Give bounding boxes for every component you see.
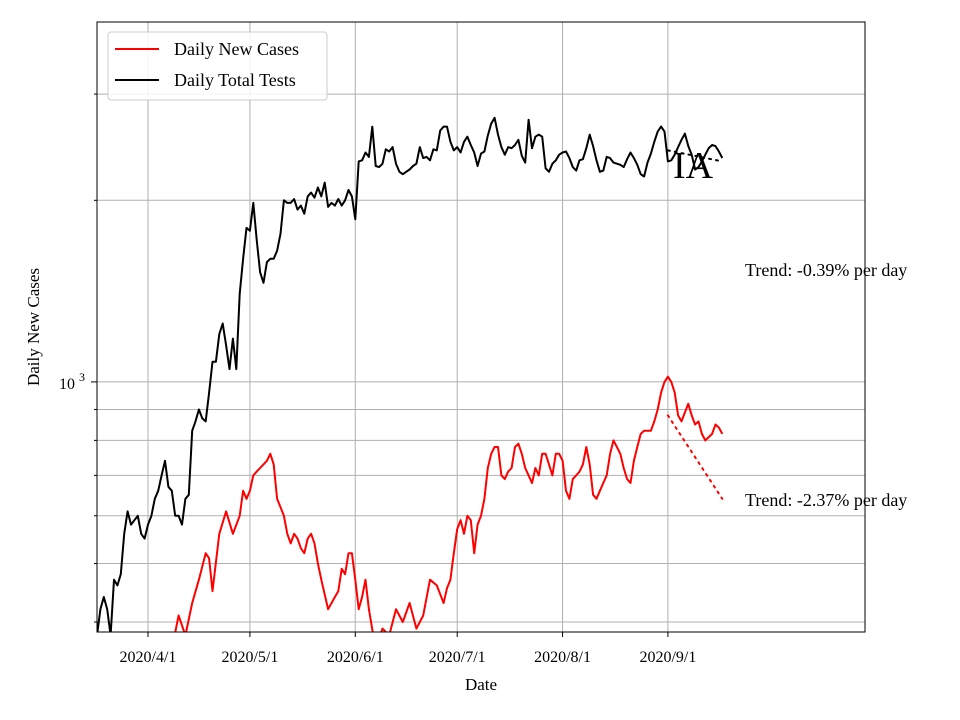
legend-label-daily-new-cases: Daily New Cases bbox=[174, 39, 299, 59]
y-tick-label-exponent: 3 bbox=[79, 370, 85, 384]
state-label: IA bbox=[673, 145, 714, 187]
legend-label-daily-total-tests: Daily Total Tests bbox=[174, 70, 296, 90]
y-tick-label-base: 10 bbox=[59, 376, 75, 393]
series-group bbox=[97, 116, 724, 632]
x-tick-label: 2020/4/1 bbox=[120, 649, 177, 666]
x-axis-label: Date bbox=[465, 675, 497, 694]
x-tick-label: 2020/7/1 bbox=[429, 649, 486, 666]
y-axis-ticks: 10 3 bbox=[59, 93, 97, 623]
series-line-daily-new-cases bbox=[174, 375, 724, 632]
series-line-daily-total-tests bbox=[97, 116, 724, 632]
trend-line-daily-new-cases bbox=[666, 414, 724, 500]
y-axis-label: Daily New Cases bbox=[24, 268, 43, 386]
trend-annotation-tests: Trend: -0.39% per day bbox=[745, 260, 907, 280]
legend: Daily New Cases Daily Total Tests bbox=[107, 31, 328, 101]
x-axis-ticks: 2020/4/1 2020/5/1 2020/6/1 2020/7/1 2020/8/1… bbox=[120, 632, 696, 666]
x-tick-label: 2020/8/1 bbox=[534, 649, 591, 666]
grid-lines bbox=[97, 22, 865, 632]
legend-box bbox=[107, 31, 328, 101]
x-tick-label: 2020/9/1 bbox=[639, 649, 696, 666]
trend-line-daily-total-tests bbox=[666, 149, 724, 163]
trend-annotation-cases: Trend: -2.37% per day bbox=[745, 490, 907, 510]
x-tick-label: 2020/5/1 bbox=[221, 649, 278, 666]
x-tick-label: 2020/6/1 bbox=[327, 649, 384, 666]
plot-frame bbox=[96, 21, 866, 633]
